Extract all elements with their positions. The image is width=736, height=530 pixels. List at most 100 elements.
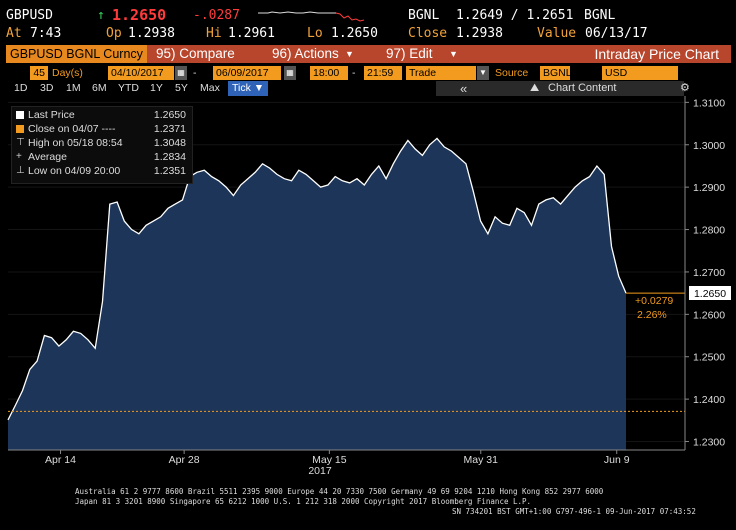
sparkline-red [335,12,365,22]
footer-phones-2: Japan 81 3 3201 8900 Singapore 65 6212 1… [75,497,532,506]
security-field[interactable]: GBPUSD BGNL Curncy [6,45,147,63]
compare-button[interactable]: 95) Compare [156,46,235,61]
range-6m[interactable]: 6M [92,82,107,94]
actions-dropdown-icon[interactable]: ▼ [345,49,354,59]
value-date: 06/13/17 [585,26,648,41]
low-value: 1.2650 [331,26,378,41]
y-tick-label: 1.2500 [693,352,725,364]
legend-label: High on 05/18 08:54 [28,137,123,149]
legend-label: Low on 04/09 20:00 [28,165,121,177]
tick-dropdown[interactable]: Tick ▼ [228,81,269,96]
high-label: Hi [206,26,222,41]
price-area [8,138,626,450]
price-line [7,137,627,421]
low-label: Lo [307,26,323,41]
sparkline-white [258,11,336,14]
y-tick-label: 1.2400 [693,394,725,406]
days-input[interactable]: 45 [30,66,48,80]
range-3d[interactable]: 3D [40,82,54,94]
legend-value: 1.2371 [153,123,186,135]
date-dash: - [193,67,197,79]
source-label: Source [495,67,529,79]
legend-last-price[interactable]: Last Price 1.2650 [12,108,192,122]
y-tick-label: 1.2700 [693,267,725,279]
x-tick-label: May 31 [464,454,499,466]
high-value: 1.2961 [228,26,275,41]
close-label: Close [408,26,448,41]
legend-label: Close on 04/07 ---- [28,123,116,135]
close-value: 1.2938 [456,26,503,41]
event-dropdown-icon[interactable]: ▼ [477,66,489,80]
y-tick-label: 1.2900 [693,182,725,194]
price-chart[interactable]: 1.3100 1.3000 1.2900 1.2800 1.2700 1.2600 1.25… [0,96,736,480]
event-select[interactable]: Trade [406,66,476,80]
open-value: 1.2938 [128,26,175,41]
y-tick-label: 1.3100 [693,97,725,109]
legend-swatch-white [16,111,24,119]
x-tick-label: May 15 [312,454,347,466]
chart-content-button[interactable]: Chart Content [548,82,617,94]
edit-button[interactable]: 97) Edit [386,46,433,61]
time-dash: - [352,67,356,79]
parameter-row: 45 Day(s) 04/10/2017 ▦ - 06/09/2017 ▦ 18… [0,66,736,80]
chart-content-icon[interactable]: ⛰ [530,82,540,94]
y-tick-label: 1.2300 [693,437,725,449]
legend-value: 1.3048 [153,137,186,149]
chart-toolbar: « ⛰ Chart Content ⚙ [436,81,690,96]
chart-legend[interactable]: Last Price 1.2650 Close on 04/07 ---- 1.… [11,106,193,184]
range-1y[interactable]: 1Y [150,82,163,94]
high-marker-icon: ⊤ [16,137,25,148]
legend-value: 1.2351 [153,165,186,177]
change-abs-label: +0.0279 [635,295,673,307]
bid-ask: 1.2649 / 1.2651 [456,8,574,23]
up-arrow-icon: ↑ [97,8,105,23]
net-change: -.0287 [193,8,240,23]
function-bar: GBPUSD BGNL Curncy 95) Compare 96) Actio… [6,45,731,63]
legend-label: Average [28,151,67,163]
range-ytd[interactable]: YTD [118,82,139,94]
collapse-button[interactable]: « [460,81,468,96]
settings-gear-icon[interactable]: ⚙ [680,82,690,94]
legend-low[interactable]: ⊥ Low on 04/09 20:00 1.2351 [12,164,192,178]
start-date-input[interactable]: 04/10/2017 [108,66,174,80]
change-pct-label: 2.26% [637,309,667,321]
open-label: Op [106,26,122,41]
page-title: Intraday Price Chart [594,46,720,62]
y-axis-ticks: 1.3100 1.3000 1.2900 1.2800 1.2700 1.2600 1.25… [685,97,725,449]
last-price-marker: 1.2650 [694,288,726,300]
range-1d[interactable]: 1D [14,82,28,94]
x-tick-label: Apr 28 [169,454,200,466]
legend-value: 1.2650 [153,109,186,121]
last-price: 1.2650 [112,6,167,24]
legend-close[interactable]: Close on 04/07 ---- 1.2371 [12,122,192,136]
end-date-input[interactable]: 06/09/2017 [213,66,281,80]
value-date-label: Value [537,26,577,41]
legend-high[interactable]: ⊤ High on 05/18 08:54 1.3048 [12,136,192,150]
sparkline [258,11,365,22]
legend-swatch-orange [16,125,24,133]
range-5y[interactable]: 5Y [175,82,188,94]
start-time-input[interactable]: 18:00 [310,66,348,80]
start-calendar-icon[interactable]: ▦ [175,66,187,80]
legend-average[interactable]: + Average 1.2834 [12,150,192,164]
x-year-label: 2017 [308,465,332,477]
time-label: At [6,26,22,41]
y-tick-label: 1.2600 [693,309,725,321]
footer-phones-1: Australia 61 2 9777 8600 Brazil 5511 239… [75,487,604,496]
source-input[interactable]: BGNL [540,66,572,80]
currency-input[interactable]: USD [602,66,678,80]
days-label: Day(s) [52,67,83,79]
range-max[interactable]: Max [200,82,220,94]
legend-label: Last Price [28,109,75,121]
end-calendar-icon[interactable]: ▦ [284,66,296,80]
x-tick-label: Jun 9 [604,454,630,466]
ask-source: BGNL [584,8,616,23]
edit-dropdown-icon[interactable]: ▼ [449,49,458,59]
y-tick-label: 1.3000 [693,140,725,152]
legend-value: 1.2834 [153,151,186,163]
x-axis-ticks: Apr 14 Apr 28 May 15 May 31 Jun 9 [45,450,630,466]
y-tick-label: 1.2800 [693,225,725,237]
actions-button[interactable]: 96) Actions [272,46,339,61]
range-1m[interactable]: 1M [66,82,81,94]
end-time-input[interactable]: 21:59 [364,66,402,80]
